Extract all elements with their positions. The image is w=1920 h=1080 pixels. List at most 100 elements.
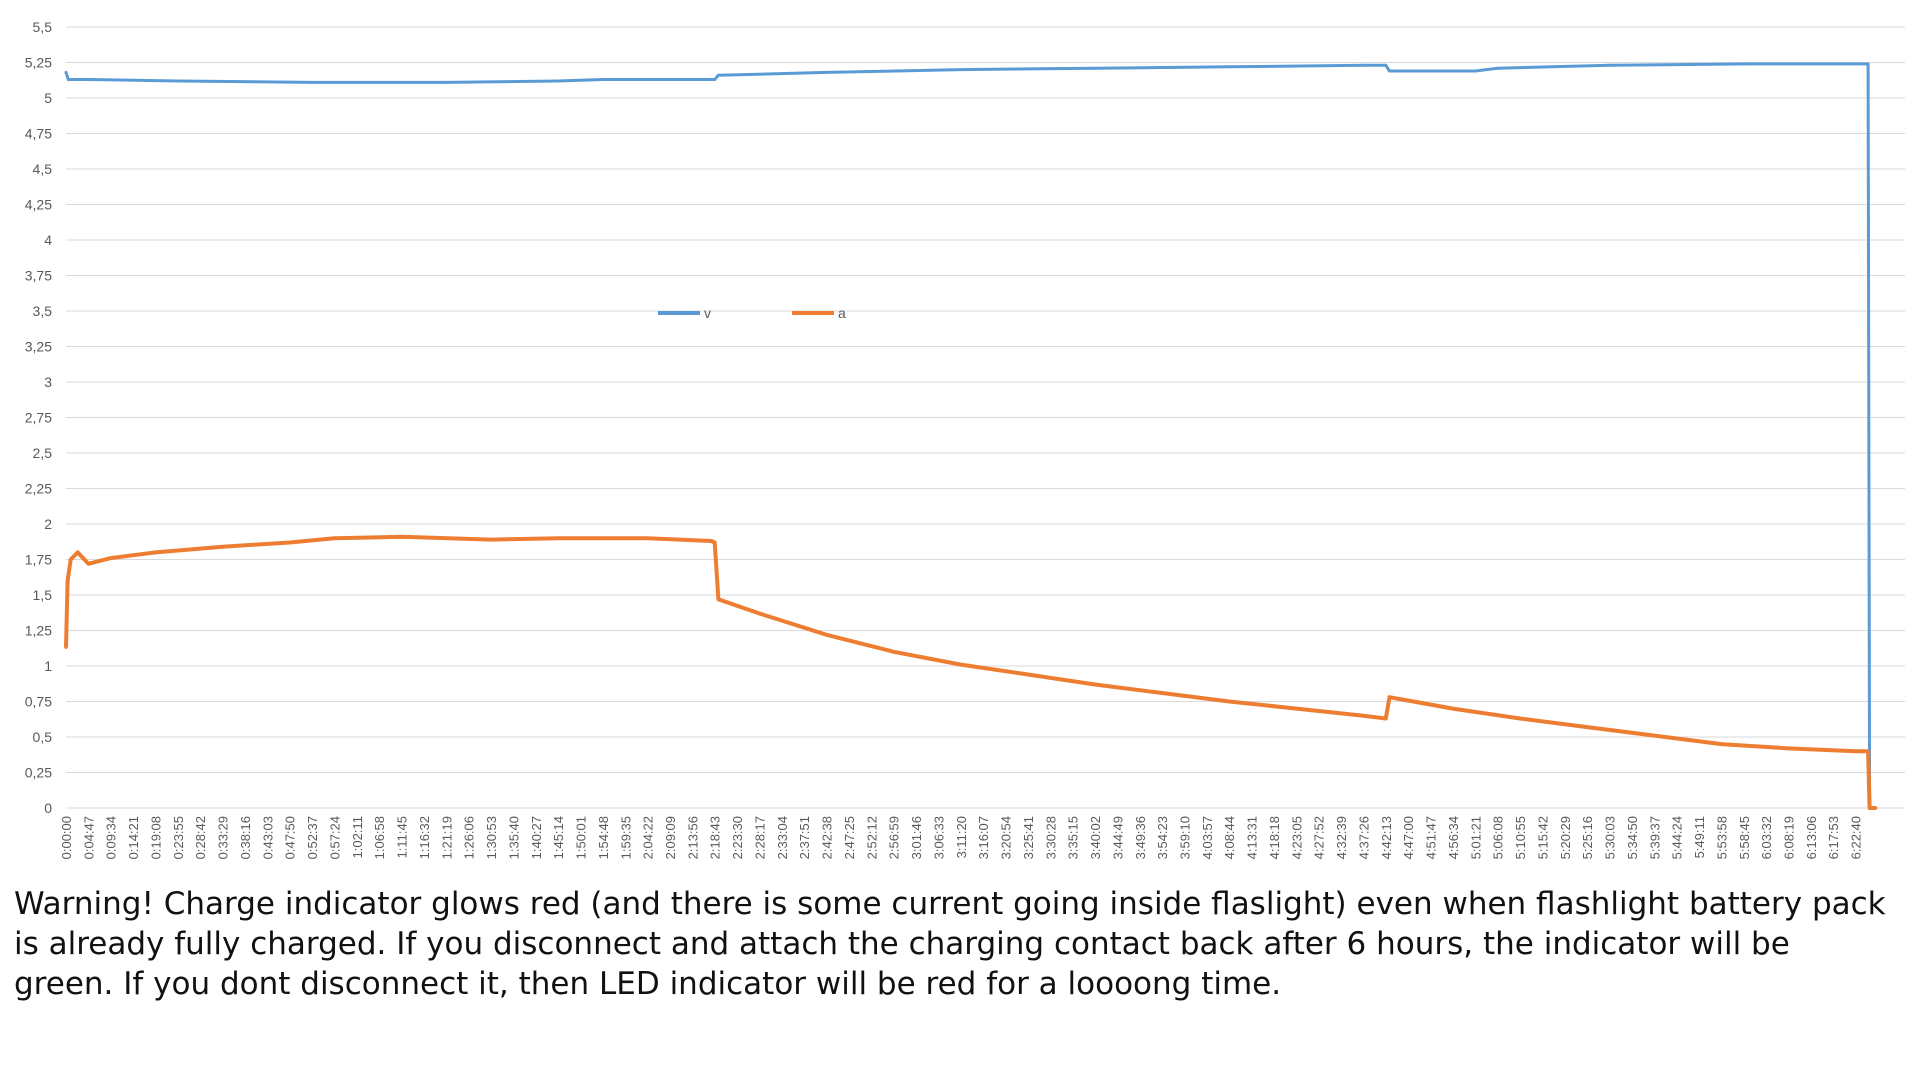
x-tick-label: 5:39:37 xyxy=(1647,816,1662,859)
data-point-a xyxy=(825,633,829,637)
data-point-a xyxy=(709,539,713,543)
y-tick-label: 5,5 xyxy=(33,19,53,35)
x-tick-label: 2:33:04 xyxy=(775,816,790,859)
x-tick-label: 1:45:14 xyxy=(551,816,566,859)
data-point-a xyxy=(1093,683,1097,686)
x-tick-label: 3:44:49 xyxy=(1110,816,1125,859)
x-tick-label: 1:54:48 xyxy=(596,816,611,859)
x-tick-label: 3:59:10 xyxy=(1178,816,1193,859)
x-tick-label: 0:19:08 xyxy=(148,816,163,859)
data-point-a xyxy=(66,579,70,583)
y-tick-label: 1,75 xyxy=(25,552,52,568)
x-tick-label: 5:20:29 xyxy=(1558,816,1573,859)
x-tick-label: 0:09:34 xyxy=(104,816,119,859)
x-tick-label: 4:27:52 xyxy=(1312,816,1327,859)
data-point-a xyxy=(1866,749,1870,753)
y-tick-label: 2,5 xyxy=(33,445,53,461)
x-tick-label: 2:09:09 xyxy=(663,816,678,859)
x-tick-label: 3:11:20 xyxy=(954,816,969,858)
x-tick-label: 6:17:53 xyxy=(1826,816,1841,859)
x-tick-label: 4:47:00 xyxy=(1401,816,1416,859)
x-tick-label: 3:20:54 xyxy=(999,816,1014,859)
x-tick-label: 2:37:51 xyxy=(797,816,812,859)
data-point-a xyxy=(1227,700,1231,703)
x-tick-label: 2:56:59 xyxy=(887,816,902,859)
x-tick-label: 2:42:38 xyxy=(820,816,835,859)
x-tick-label: 5:34:50 xyxy=(1625,816,1640,859)
data-point-a xyxy=(1874,806,1878,810)
x-tick-label: 1:40:27 xyxy=(529,816,544,859)
x-tick-label: 3:01:46 xyxy=(909,816,924,859)
data-point-a xyxy=(1388,695,1391,699)
data-point-a xyxy=(892,650,896,654)
data-point-v xyxy=(310,80,314,84)
data-point-v xyxy=(1748,62,1752,66)
gridlines xyxy=(66,26,1905,809)
x-tick-label: 2:04:22 xyxy=(641,816,656,859)
x-tick-label: 1:59:35 xyxy=(618,816,633,859)
x-tick-label: 3:35:15 xyxy=(1066,816,1081,859)
legend-label-a: a xyxy=(838,305,846,321)
y-tick-label: 0,25 xyxy=(25,765,52,781)
data-point-a xyxy=(109,556,113,560)
x-tick-label: 5:15:42 xyxy=(1535,816,1550,859)
y-tick-label: 4,25 xyxy=(25,197,52,213)
data-point-v xyxy=(825,70,829,74)
data-point-v xyxy=(444,80,448,84)
data-point-v xyxy=(86,78,90,81)
x-tick-label: 1:50:01 xyxy=(574,816,589,859)
x-tick-label: 3:30:28 xyxy=(1043,816,1058,859)
data-point-v xyxy=(1866,62,1870,66)
x-tick-label: 2:18:43 xyxy=(708,816,723,859)
series-line-v xyxy=(64,62,1876,810)
x-tick-label: 2:23:30 xyxy=(730,816,745,859)
data-point-v xyxy=(176,79,180,83)
y-tick-label: 0 xyxy=(44,800,52,816)
y-tick-label: 4,75 xyxy=(25,126,52,142)
x-tick-label: 4:23:05 xyxy=(1289,816,1304,859)
data-point-v xyxy=(64,70,68,74)
data-point-a xyxy=(646,536,650,540)
x-tick-label: 5:30:03 xyxy=(1603,816,1618,859)
data-point-a xyxy=(556,536,560,540)
legend-label-v: v xyxy=(704,305,711,321)
data-point-v xyxy=(959,68,963,72)
x-tick-label: 5:06:08 xyxy=(1491,816,1506,859)
x-tick-label: 5:58:45 xyxy=(1737,816,1752,859)
x-tick-label: 3:06:33 xyxy=(931,816,946,859)
y-tick-label: 2 xyxy=(44,516,52,532)
x-tick-label: 4:56:34 xyxy=(1446,816,1461,859)
x-tick-label: 6:22:40 xyxy=(1849,816,1864,859)
x-tick-label: 0:33:29 xyxy=(216,816,231,859)
x-tick-label: 1:02:11 xyxy=(350,816,365,858)
data-point-a xyxy=(1384,717,1388,720)
x-tick-label: 1:21:19 xyxy=(439,816,454,859)
data-point-a xyxy=(400,535,404,539)
x-tick-label: 6:03:32 xyxy=(1759,816,1774,859)
x-tick-label: 5:53:58 xyxy=(1714,816,1729,859)
x-tick-label: 3:25:41 xyxy=(1021,816,1036,859)
x-tick-label: 5:25:16 xyxy=(1580,816,1595,859)
data-point-v xyxy=(1384,63,1388,67)
x-tick-label: 6:13:06 xyxy=(1804,816,1819,859)
x-tick-label: 0:23:55 xyxy=(171,816,186,859)
x-tick-label: 2:28:17 xyxy=(752,816,767,859)
x-tick-label: 2:52:12 xyxy=(864,816,879,859)
x-tick-label: 3:54:23 xyxy=(1155,816,1170,859)
x-tick-label: 1:26:06 xyxy=(462,816,477,859)
data-point-v xyxy=(1388,69,1391,73)
x-tick-label: 1:06:58 xyxy=(372,816,387,859)
x-tick-label: 3:16:07 xyxy=(976,816,991,859)
data-point-a xyxy=(221,545,225,549)
x-tick-label: 6:08:19 xyxy=(1781,816,1796,859)
data-point-v xyxy=(556,79,560,83)
data-point-a xyxy=(69,558,73,561)
y-tick-label: 2,25 xyxy=(25,481,52,497)
x-tick-label: 4:51:47 xyxy=(1424,816,1439,859)
data-point-a xyxy=(713,541,717,544)
x-tick-label: 4:32:39 xyxy=(1334,816,1349,859)
x-tick-label: 1:11:45 xyxy=(395,816,410,858)
data-point-a xyxy=(288,541,292,544)
x-tick-label: 4:03:57 xyxy=(1200,816,1215,859)
